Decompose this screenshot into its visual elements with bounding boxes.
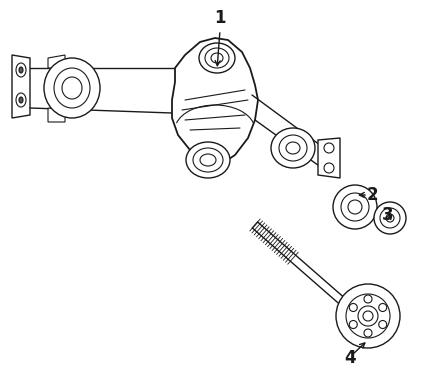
Ellipse shape xyxy=(379,321,387,328)
Ellipse shape xyxy=(374,202,406,234)
Ellipse shape xyxy=(336,284,400,348)
Ellipse shape xyxy=(271,128,315,168)
Ellipse shape xyxy=(324,163,334,173)
Ellipse shape xyxy=(358,306,378,326)
Ellipse shape xyxy=(324,143,334,153)
Ellipse shape xyxy=(346,294,390,338)
Ellipse shape xyxy=(44,58,100,118)
Polygon shape xyxy=(318,138,340,178)
Ellipse shape xyxy=(19,97,23,103)
Ellipse shape xyxy=(16,63,26,77)
Ellipse shape xyxy=(16,93,26,107)
Ellipse shape xyxy=(279,135,307,161)
Ellipse shape xyxy=(286,142,300,154)
Ellipse shape xyxy=(380,208,400,228)
Ellipse shape xyxy=(348,200,362,214)
Ellipse shape xyxy=(349,321,357,328)
Polygon shape xyxy=(172,38,258,165)
Ellipse shape xyxy=(205,48,229,68)
Text: 3: 3 xyxy=(382,206,394,224)
Polygon shape xyxy=(48,55,65,68)
Text: 2: 2 xyxy=(366,186,378,204)
Ellipse shape xyxy=(19,67,23,73)
Ellipse shape xyxy=(200,154,216,166)
Ellipse shape xyxy=(349,303,357,311)
Ellipse shape xyxy=(199,43,235,73)
Text: 4: 4 xyxy=(344,349,356,367)
Ellipse shape xyxy=(364,329,372,337)
Ellipse shape xyxy=(379,303,387,311)
Polygon shape xyxy=(48,108,65,122)
Ellipse shape xyxy=(211,53,223,63)
Ellipse shape xyxy=(341,193,369,221)
Ellipse shape xyxy=(333,185,377,229)
Polygon shape xyxy=(12,55,30,118)
Ellipse shape xyxy=(193,148,223,172)
Ellipse shape xyxy=(62,77,82,99)
Ellipse shape xyxy=(54,68,90,108)
Ellipse shape xyxy=(364,295,372,303)
Ellipse shape xyxy=(363,311,373,321)
Ellipse shape xyxy=(386,214,394,222)
Text: 1: 1 xyxy=(214,9,226,27)
Ellipse shape xyxy=(186,142,230,178)
